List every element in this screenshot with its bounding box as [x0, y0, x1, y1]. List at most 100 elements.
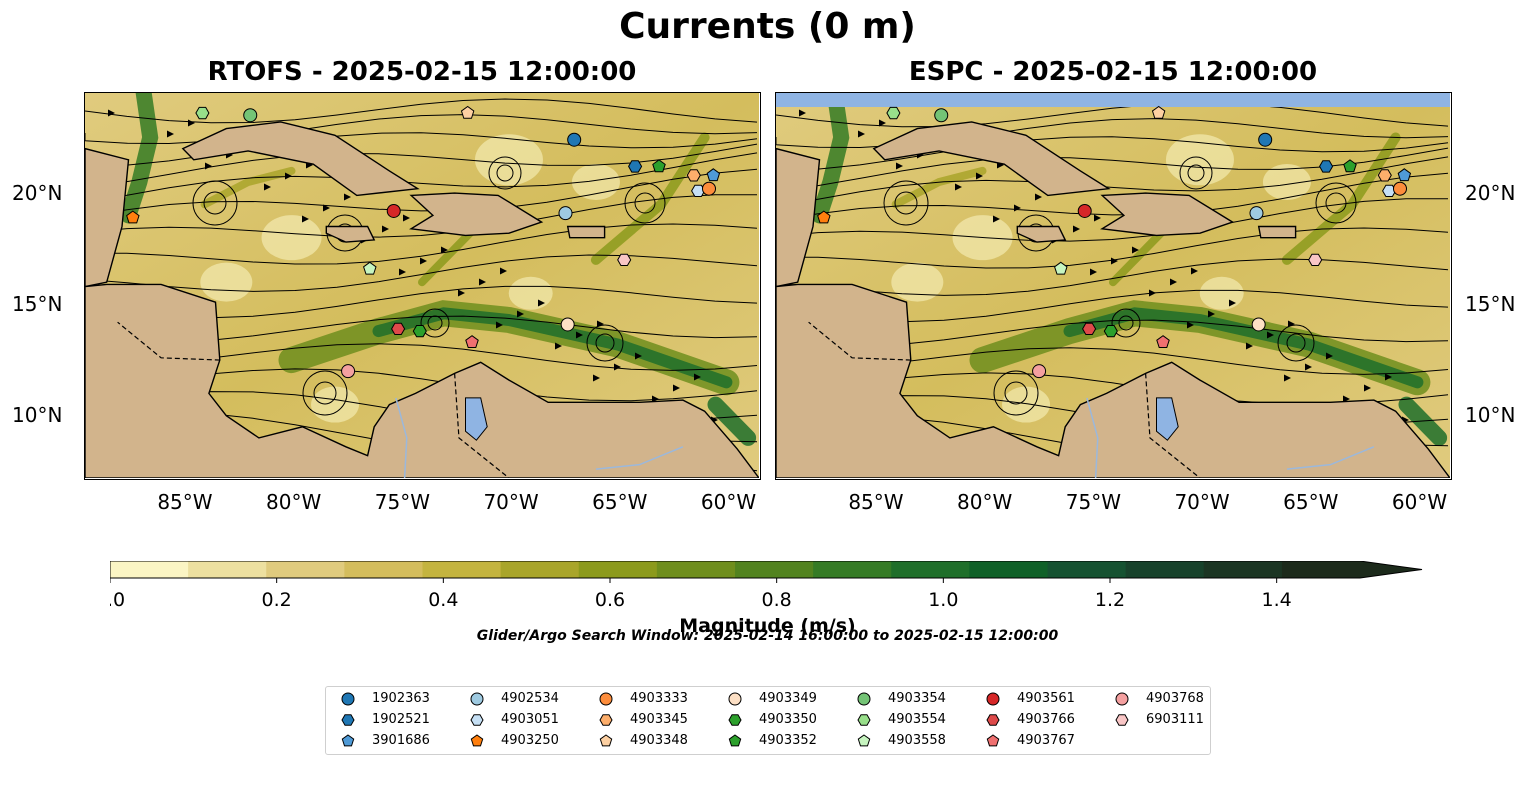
legend-label: 4903345	[630, 712, 688, 727]
lat-tick-label-right: 10°N	[1465, 403, 1516, 428]
legend-item: 4903768	[1114, 689, 1234, 709]
platform-marker-4903354	[243, 108, 258, 123]
legend-item: 4903558	[856, 731, 976, 751]
lon-tick-label: 65°W	[1283, 490, 1339, 514]
platform-marker-4903352	[1343, 159, 1357, 173]
colorbar-segment	[500, 561, 580, 578]
legend-marker-4903767	[986, 734, 1000, 747]
colorbar-segment	[422, 561, 502, 578]
platform-marker-4903354	[934, 108, 949, 123]
colorbar-tick-label: 0.6	[595, 589, 625, 611]
platform-marker-3901686	[1397, 168, 1412, 182]
legend-marker-4903766	[986, 714, 1000, 726]
legend-item: 4903250	[469, 731, 589, 751]
legend-label: 4903350	[759, 712, 817, 727]
platform-marker-4902534	[1249, 206, 1264, 221]
legend-label: 4903766	[1017, 712, 1075, 727]
legend-item: 4903766	[985, 710, 1105, 730]
colorbar-segment	[188, 561, 267, 578]
lon-tick-label: 70°W	[483, 490, 539, 514]
platform-marker-4902534	[558, 206, 573, 221]
legend-marker-4903558	[857, 734, 871, 747]
legend-label: 4903768	[1146, 691, 1204, 706]
colorbar-segment	[969, 561, 1049, 578]
platform-marker-4903349	[560, 317, 575, 332]
legend-label: 4903250	[501, 733, 559, 748]
legend-marker-4903051	[470, 714, 484, 726]
colorbar-segment	[1125, 561, 1205, 578]
colorbar-segment	[891, 561, 970, 578]
legend-marker-4903561	[986, 692, 1000, 706]
colorbar-segment	[110, 561, 189, 578]
legend-marker-4903345	[599, 714, 613, 726]
legend-marker-4902534	[470, 692, 484, 706]
legend-item: 4903561	[985, 689, 1105, 709]
lon-tick-label: 75°W	[1065, 490, 1121, 514]
legend-marker-4903354	[857, 692, 871, 706]
legend-marker-1902363	[341, 692, 355, 706]
platform-marker-4903768	[341, 364, 356, 379]
colorbar-tick-label: 1.4	[1262, 589, 1292, 611]
legend-item: 4903349	[727, 689, 847, 709]
colorbar-tick-label: 0.0	[110, 589, 125, 611]
platform-marker-4903350	[1103, 325, 1118, 338]
colorbar-segment	[735, 561, 814, 578]
legend-item: 4903348	[598, 731, 718, 751]
legend-marker-4903349	[728, 692, 742, 706]
legend-item: 1902363	[340, 689, 460, 709]
platform-marker-4903768	[1032, 364, 1047, 379]
platform-marker-4903766	[1082, 322, 1097, 335]
colorbar-tick-label: 0.8	[762, 589, 792, 611]
lon-tick-label: 80°W	[266, 490, 322, 514]
platform-marker-4903767	[1156, 335, 1170, 348]
colorbar-label: Magnitude (m/s)	[679, 615, 856, 637]
lat-tick-label-right: 20°N	[1465, 180, 1516, 205]
platform-marker-4903051	[691, 184, 706, 197]
legend-label: 4903352	[759, 733, 817, 748]
legend-label: 4903348	[630, 733, 688, 748]
lat-tick-label-right: 15°N	[1465, 291, 1516, 316]
legend-label: 1902521	[372, 712, 430, 727]
legend-label: 4903554	[888, 712, 946, 727]
lon-tick-label: 80°W	[957, 490, 1013, 514]
platform-marker-4903558	[1054, 261, 1068, 275]
legend-item: 4902534	[469, 689, 589, 709]
colorbar-segment	[813, 561, 892, 578]
legend-item: 4903350	[727, 710, 847, 730]
colorbar-tick-label: 0.4	[428, 589, 458, 611]
legend-marker-4903554	[857, 714, 871, 726]
platform-marker-6903111	[1308, 253, 1323, 266]
platform-marker-4903766	[391, 322, 406, 335]
colorbar-segment	[656, 561, 736, 578]
legend-marker-4903250	[470, 734, 484, 747]
legend-marker-4903348	[599, 734, 613, 747]
colorbar-segment	[266, 561, 345, 578]
platform-marker-1902521	[1319, 160, 1334, 173]
panel-title-rtofs: RTOFS - 2025-02-15 12:00:00	[207, 57, 637, 87]
platform-marker-4903250	[817, 210, 831, 224]
platform-marker-4903345	[1377, 169, 1392, 182]
platform-marker-4903250	[126, 210, 140, 224]
platform-marker-4903554	[886, 106, 901, 120]
panel-title-espc: ESPC - 2025-02-15 12:00:00	[908, 57, 1318, 87]
legend-label: 4903354	[888, 691, 946, 706]
legend-label: 4903767	[1017, 733, 1075, 748]
lon-tick-label: 85°W	[848, 490, 904, 514]
platform-marker-1902363	[567, 132, 582, 147]
legend-marker-3901686	[341, 734, 355, 747]
lon-tick-label: 75°W	[374, 490, 430, 514]
legend-label: 1902363	[372, 691, 430, 706]
colorbar-tick-label: 1.2	[1095, 589, 1125, 611]
colorbar-segment	[578, 561, 658, 578]
colorbar-segment	[344, 561, 424, 578]
legend-item: 4903051	[469, 710, 589, 730]
platform-marker-4903352	[652, 159, 666, 173]
legend-label: 3901686	[372, 733, 430, 748]
lat-tick-label-left: 20°N	[12, 180, 63, 205]
platform-marker-1902363	[1258, 132, 1273, 147]
platform-marker-3901686	[706, 168, 721, 182]
map-panel-rtofs	[84, 92, 761, 480]
map-canvas	[85, 93, 759, 478]
platform-marker-4903345	[686, 169, 701, 182]
lon-tick-label: 60°W	[1391, 490, 1448, 514]
